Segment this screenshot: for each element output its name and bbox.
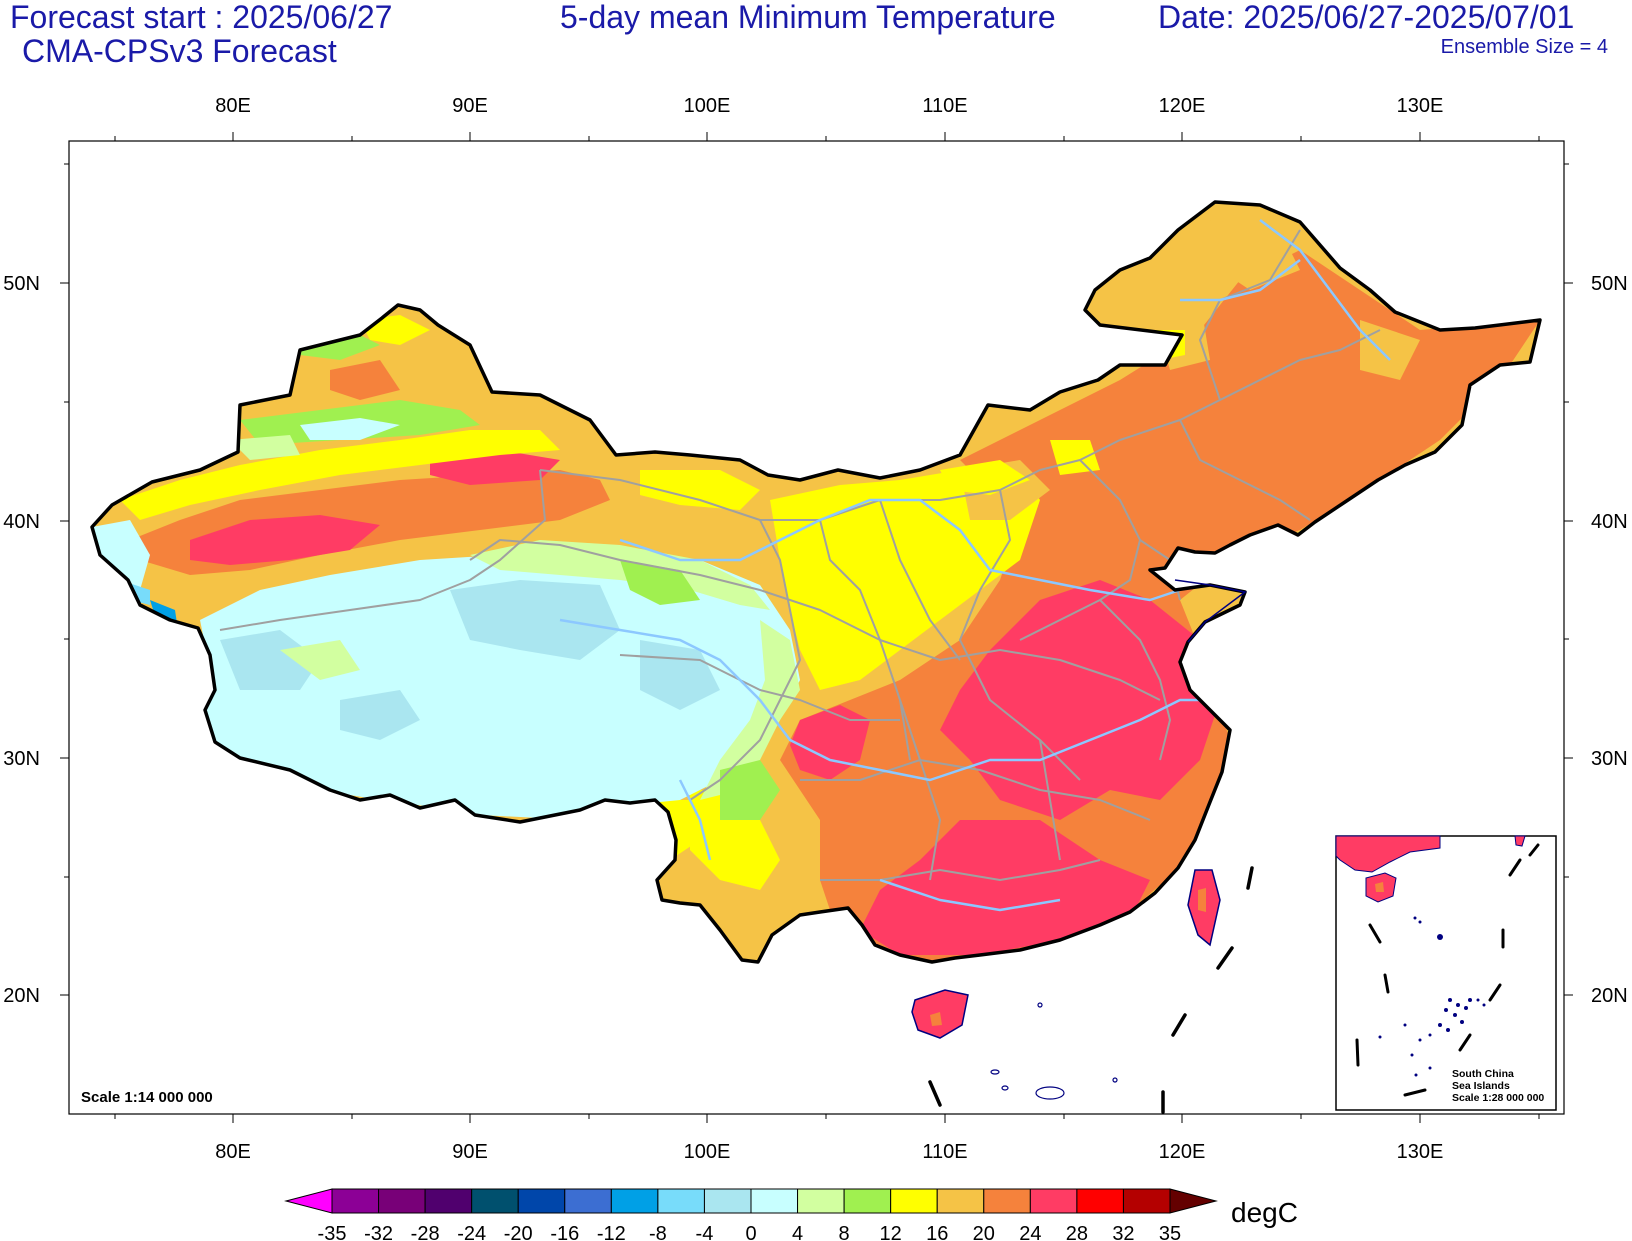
- colorbar-tick-label: 8: [839, 1223, 850, 1241]
- colorbar-box: [1029, 1188, 1078, 1214]
- colorbar-tick-label: -35: [318, 1223, 347, 1241]
- colorbar-tick-label: 35: [1159, 1223, 1181, 1241]
- colorbar-unit-label: degC: [1231, 1197, 1298, 1228]
- colorbar-tick-labels: -35 -32 -28 -24 -20 -16 -12 -8 -4 0 4 8 12 16 20 24 28 32…: [318, 1223, 1182, 1241]
- lon-label: 120E: [1159, 1141, 1206, 1163]
- colorbar-box: [1076, 1188, 1124, 1214]
- colorbar-box: [657, 1188, 705, 1214]
- colorbar-box: [750, 1188, 799, 1214]
- colorbar-tick-label: 24: [1019, 1223, 1041, 1241]
- colorbar-box: [1122, 1188, 1171, 1214]
- colorbar-tick-label: -8: [649, 1223, 667, 1241]
- colorbar-tick-label: -28: [411, 1223, 440, 1241]
- lat-label: 30N: [3, 748, 40, 770]
- colorbar: -35 -32 -28 -24 -20 -16 -12 -8 -4 0 4 8 12 16 20 24 28 32…: [284, 1188, 1298, 1241]
- lon-label: 110E: [922, 95, 967, 117]
- rivers: [559, 219, 1391, 912]
- colorbar-tick-label: 4: [792, 1223, 803, 1241]
- colorbar-tick-label: 0: [745, 1223, 756, 1241]
- lat-label: 20N: [1591, 985, 1628, 1007]
- colorbar-box: [517, 1188, 566, 1214]
- lon-label: 110E: [922, 1141, 967, 1163]
- lon-label: 100E: [684, 95, 731, 117]
- south-china-sea-inset: South China Sea Islands Scale 1:28 000 0…: [1335, 835, 1557, 1111]
- colorbar-boxes: [331, 1188, 1171, 1214]
- colorbar-box: [703, 1188, 752, 1214]
- colorbar-tick-label: -12: [597, 1223, 626, 1241]
- colorbar-tick-label: 12: [880, 1223, 902, 1241]
- lat-label: 40N: [1591, 511, 1628, 533]
- inset-label-line2: Sea Islands: [1452, 1080, 1510, 1092]
- inset-hainan-spot: [1375, 882, 1384, 892]
- coastline-east: [1174, 579, 1247, 643]
- ensemble-size-text: Ensemble Size = 4: [1440, 36, 1608, 58]
- colorbar-box: [797, 1188, 845, 1214]
- lon-label: 90E: [452, 95, 488, 117]
- colorbar-box: [471, 1188, 519, 1214]
- colorbar-tick-label: -32: [364, 1223, 393, 1241]
- date-range-text: Date: 2025/06/27-2025/07/01: [1158, 0, 1575, 35]
- colorbar-box: [331, 1188, 380, 1214]
- hainan-warm-spot: [930, 1012, 942, 1026]
- colorbar-box: [843, 1188, 892, 1214]
- lat-label: 20N: [3, 985, 40, 1007]
- lat-labels-left: 50N 40N 30N 20N: [3, 273, 40, 1007]
- inset-mainland-coast: [1335, 835, 1441, 873]
- colorbar-box: [890, 1188, 938, 1214]
- inset-island-dots: [1378, 916, 1486, 1077]
- plot-title: 5-day mean Minimum Temperature: [560, 0, 1056, 35]
- colorbar-tick-label: -16: [550, 1223, 579, 1241]
- lat-label: 50N: [3, 273, 40, 295]
- lon-label: 130E: [1397, 95, 1444, 117]
- inset-dashed-line: [1355, 843, 1540, 1097]
- lat-label: 50N: [1591, 273, 1628, 295]
- colorbar-tick-label: 16: [926, 1223, 948, 1241]
- model-name-text: CMA-CPSv3 Forecast: [22, 33, 337, 69]
- colorbar-box: [424, 1188, 473, 1214]
- lat-label: 40N: [3, 511, 40, 533]
- colorbar-tick-label: -24: [457, 1223, 486, 1241]
- lon-label: 80E: [215, 1141, 251, 1163]
- inset-taiwan-tip: [1514, 835, 1526, 847]
- lon-label: 90E: [452, 1141, 488, 1163]
- colorbar-box: [610, 1188, 659, 1214]
- colorbar-tick-label: 32: [1112, 1223, 1134, 1241]
- colorbar-box: [378, 1188, 426, 1214]
- lat-label: 30N: [1591, 748, 1628, 770]
- colorbar-low-arrow: [284, 1188, 333, 1214]
- colorbar-box: [564, 1188, 612, 1214]
- colorbar-tick-label: -4: [696, 1223, 714, 1241]
- map-scale-text: Scale 1:14 000 000: [81, 1089, 213, 1106]
- lon-labels-bottom: 80E 90E 100E 110E 120E 130E: [215, 1141, 1443, 1163]
- lon-label: 130E: [1397, 1141, 1444, 1163]
- colorbar-box: [936, 1188, 985, 1214]
- colorbar-tick-label: -20: [504, 1223, 533, 1241]
- maritime-dashed-line: [928, 866, 1254, 1114]
- small-islands: [990, 1002, 1118, 1100]
- colorbar-tick-label: 20: [973, 1223, 995, 1241]
- lon-labels-top: 80E 90E 100E 110E 120E 130E: [215, 95, 1443, 117]
- taiwan-warm-spot: [1198, 888, 1206, 912]
- colorbar-high-arrow: [1169, 1188, 1218, 1214]
- lon-label: 80E: [215, 95, 251, 117]
- forecast-start-text: Forecast start : 2025/06/27: [10, 0, 393, 35]
- inset-label-line1: South China: [1452, 1068, 1514, 1080]
- colorbar-box: [983, 1188, 1031, 1214]
- axis-ticks: [60, 132, 1573, 1123]
- colorbar-tick-label: 28: [1066, 1223, 1088, 1241]
- lon-label: 120E: [1159, 95, 1206, 117]
- inset-label-line3: Scale 1:28 000 000: [1452, 1092, 1544, 1104]
- lon-label: 100E: [684, 1141, 731, 1163]
- lat-labels-right: 50N 40N 30N 20N: [1591, 273, 1628, 1007]
